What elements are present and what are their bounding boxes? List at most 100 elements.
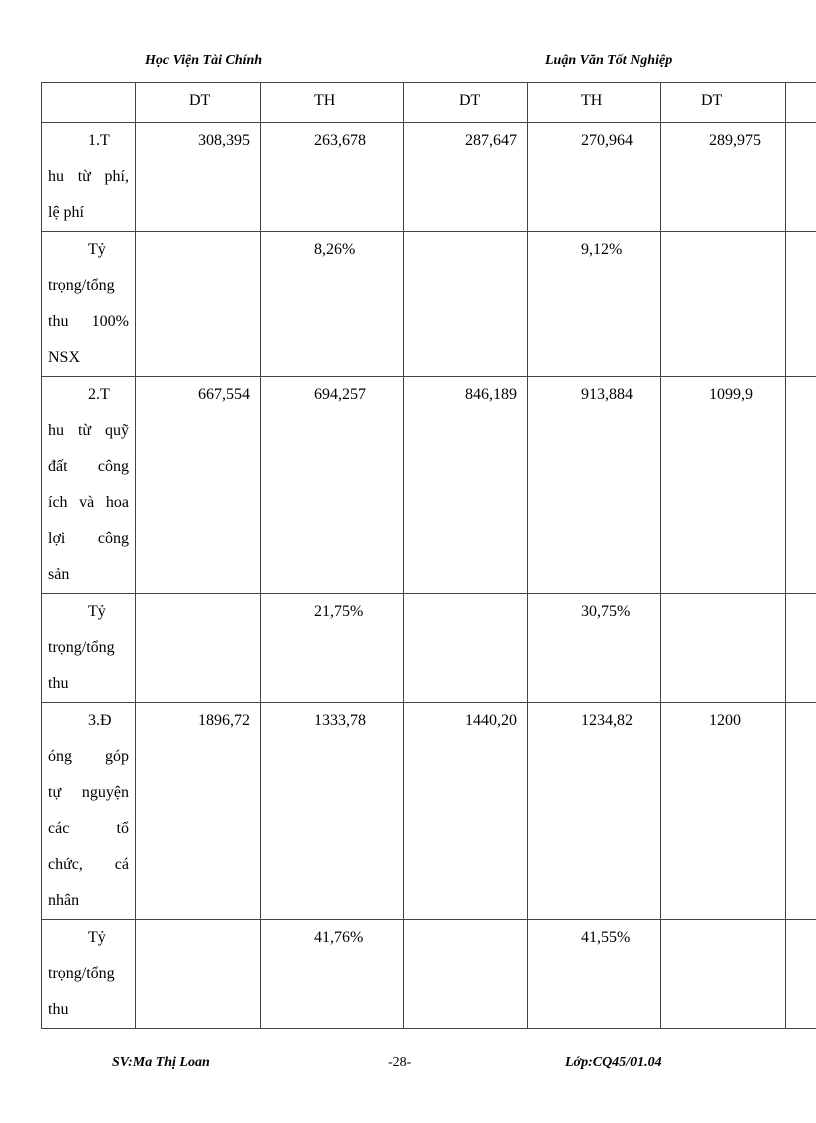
header-cell: TH <box>527 82 661 123</box>
header-text: DT <box>459 92 481 109</box>
header-text: DT <box>701 92 723 109</box>
cell: 1440,20 <box>403 702 528 920</box>
header-row: DT TH DT TH DT <box>41 82 816 123</box>
cell: 667,554 <box>135 376 261 594</box>
cell: 9,12% <box>527 231 661 377</box>
label-line: óng góp <box>48 748 129 765</box>
label-line: hu từ quỹ <box>48 422 129 439</box>
row: Tỷ trọng/tổng thu 41,76% 41,55% <box>41 919 816 1029</box>
cell: 1896,72 <box>135 702 261 920</box>
cell-text: 263,678 <box>314 132 366 149</box>
cell: 41,55% <box>527 919 661 1029</box>
cell: 913,884 <box>527 376 661 594</box>
label-line: nhân <box>48 892 80 909</box>
label-cell: Tỷ trọng/tổng thu 100% NSX <box>41 231 136 377</box>
label-line: Tỷ <box>88 929 106 946</box>
cell <box>660 231 786 377</box>
label-line: thu <box>48 675 69 692</box>
cell: 1099,9 <box>660 376 786 594</box>
cell-text: 9,12% <box>581 241 623 258</box>
cell: 1333,78 <box>260 702 404 920</box>
label-cell: 1.T hu từ phí, lệ phí <box>41 122 136 232</box>
cell-text: 289,975 <box>709 132 761 149</box>
cell: 694,257 <box>260 376 404 594</box>
cell <box>785 231 816 377</box>
label-line: lợi công <box>48 530 129 547</box>
label-cell: 2.T hu từ quỹ đất công ích và hoa lợi công sả… <box>41 376 136 594</box>
label-line: 3.Đ <box>88 712 112 729</box>
cell: 21,75% <box>260 593 404 703</box>
cell <box>403 593 528 703</box>
label-line: ích và hoa <box>48 494 129 511</box>
cell-text: 1896,72 <box>198 712 250 729</box>
cell-text: 694,257 <box>314 386 366 403</box>
cell <box>660 919 786 1029</box>
label-line: trọng/tổng <box>48 965 115 982</box>
label-line: thu <box>48 1001 69 1018</box>
table: DT TH DT TH DT 1.T hu từ phí, lệ phí 308,395 263,… <box>41 82 816 1029</box>
cell: 846,189 <box>403 376 528 594</box>
label-cell: Tỷ trọng/tổng thu <box>41 593 136 703</box>
header-text: TH <box>581 92 603 109</box>
cell-text: 308,395 <box>198 132 250 149</box>
cell-text: 8,26% <box>314 241 356 258</box>
cell <box>135 593 261 703</box>
header-cell <box>41 82 136 123</box>
label-line: trọng/tổng <box>48 639 115 656</box>
cell-text: 1440,20 <box>465 712 517 729</box>
row: 3.Đ óng góp tự nguyện các tổ chức, cá nhân 189… <box>41 702 816 920</box>
row: 2.T hu từ quỹ đất công ích và hoa lợi công sả… <box>41 376 816 594</box>
cell-text: 30,75% <box>581 603 631 620</box>
cell-text: 21,75% <box>314 603 364 620</box>
cell <box>403 919 528 1029</box>
label-line: đất công <box>48 458 129 475</box>
label-line: NSX <box>48 349 81 366</box>
cell-text: 667,554 <box>198 386 250 403</box>
row: Tỷ trọng/tổng thu 21,75% 30,75% <box>41 593 816 703</box>
header-left: Học Viện Tài Chính <box>145 53 263 68</box>
header-text: TH <box>314 92 336 109</box>
cell <box>785 919 816 1029</box>
header-text: DT <box>189 92 211 109</box>
cell <box>135 919 261 1029</box>
cell <box>785 122 816 232</box>
cell <box>135 231 261 377</box>
row: Tỷ trọng/tổng thu 100% NSX 8,26% 9,12% <box>41 231 816 377</box>
label-line: sản <box>48 566 70 583</box>
cell-text: 913,884 <box>581 386 633 403</box>
cell: 289,975 <box>660 122 786 232</box>
label-line: trọng/tổng <box>48 277 115 294</box>
cell: 263,678 <box>260 122 404 232</box>
label-line: Tỷ <box>88 603 106 620</box>
cell: 30,75% <box>527 593 661 703</box>
header-right: Luận Văn Tốt Nghiệp <box>545 53 673 68</box>
cell-text: 270,964 <box>581 132 633 149</box>
label-line: thu 100% <box>48 313 129 330</box>
header-cell: DT <box>660 82 786 123</box>
cell: 287,647 <box>403 122 528 232</box>
cell-text: 41,55% <box>581 929 631 946</box>
cell <box>785 593 816 703</box>
cell-text: 1234,82 <box>581 712 633 729</box>
label-line: các tổ <box>48 820 129 837</box>
cell: 270,964 <box>527 122 661 232</box>
footer-right: Lớp:CQ45/01.04 <box>565 1055 662 1070</box>
cell-text: 41,76% <box>314 929 364 946</box>
cell <box>660 593 786 703</box>
cell-text: 1099,9 <box>709 386 753 403</box>
header-cell: TH <box>260 82 404 123</box>
cell <box>785 702 816 920</box>
label-line: tự nguyện <box>48 784 129 801</box>
label-line: 1.T <box>88 132 110 149</box>
cell-text: 846,189 <box>465 386 517 403</box>
cell <box>403 231 528 377</box>
cell-text: 1200 <box>709 712 741 729</box>
footer-left: SV:Ma Thị Loan <box>112 1055 210 1070</box>
cell: 8,26% <box>260 231 404 377</box>
label-line: lệ phí <box>48 204 84 221</box>
footer-center: -28- <box>388 1055 412 1070</box>
label-line: 2.T <box>88 386 110 403</box>
header-cell: DT <box>135 82 261 123</box>
cell: 1234,82 <box>527 702 661 920</box>
